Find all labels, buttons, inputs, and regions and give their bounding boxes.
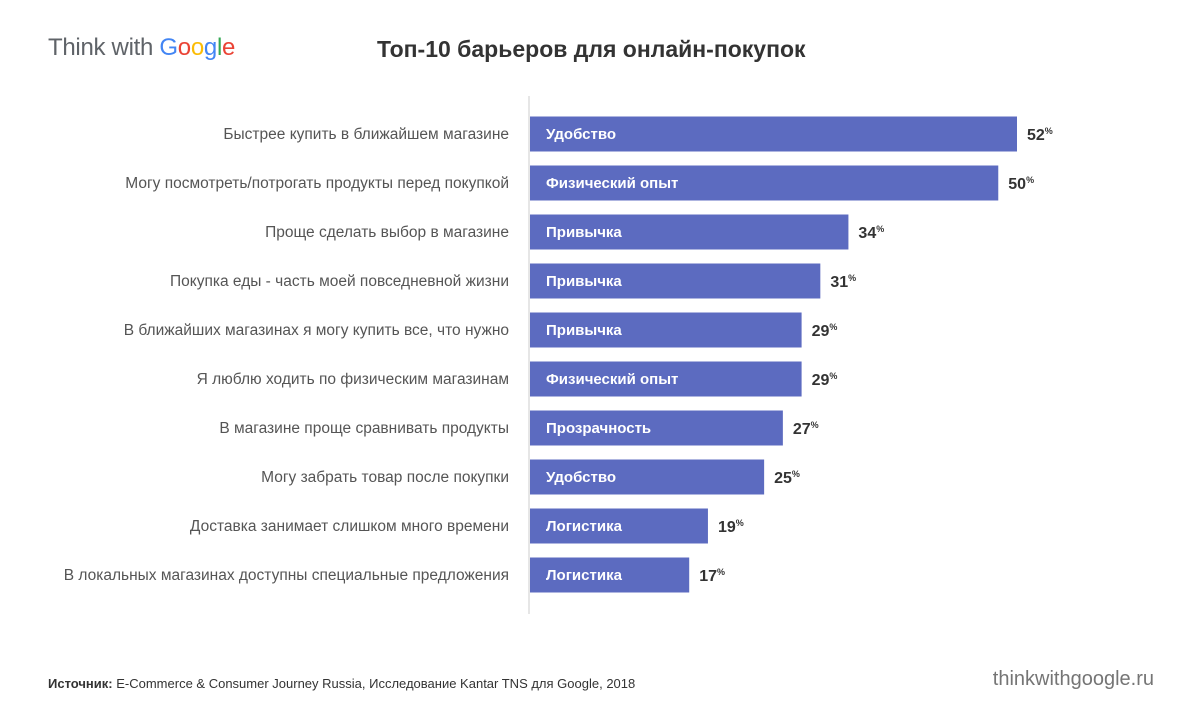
value-suffix: %	[829, 371, 837, 381]
category-label: В ближайших магазинах я могу купить все,…	[124, 322, 509, 339]
bar-label: Прозрачность	[546, 420, 651, 437]
bar	[530, 459, 765, 495]
category-label: Проще сделать выбор в магазине	[265, 224, 509, 241]
category-label: Быстрее купить в ближайшем магазине	[223, 126, 509, 143]
value-number: 27	[793, 421, 811, 438]
value-label: 52%	[1027, 126, 1053, 144]
logo-think-with: Think with	[48, 34, 154, 61]
category-label: Я люблю ходить по физическим магазинам	[197, 371, 509, 388]
chart-title: Топ-10 барьеров для онлайн-покупок	[377, 36, 806, 62]
value-suffix: %	[829, 322, 837, 332]
value-suffix: %	[811, 420, 819, 430]
value-number: 31	[830, 274, 848, 291]
value-label: 25%	[774, 469, 800, 487]
category-label: Покупка еды - часть моей повседневной жи…	[170, 273, 509, 290]
value-label: 19%	[718, 518, 744, 536]
bar	[530, 410, 783, 446]
bar-label: Логистика	[546, 518, 623, 535]
value-number: 29	[812, 372, 830, 389]
value-suffix: %	[1026, 175, 1034, 185]
value-suffix: %	[717, 567, 725, 577]
source-text: E-Commerce & Consumer Journey Russia, Ис…	[112, 676, 636, 691]
logo-google: Google	[159, 34, 236, 61]
bar	[530, 508, 708, 544]
site-link[interactable]: thinkwithgoogle.ru	[992, 668, 1154, 690]
value-number: 19	[718, 519, 736, 536]
source-label: Источник:	[48, 676, 113, 691]
bar-label: Привычка	[546, 224, 622, 241]
value-suffix: %	[736, 518, 744, 528]
value-suffix: %	[848, 273, 856, 283]
value-label: 34%	[858, 224, 884, 242]
bar-label: Физический опыт	[546, 371, 678, 388]
bar-label: Привычка	[546, 322, 622, 339]
bar-label: Привычка	[546, 273, 622, 290]
value-number: 25	[774, 470, 792, 487]
bar	[530, 312, 802, 348]
category-label: В магазине проще сравнивать продукты	[219, 420, 509, 437]
value-suffix: %	[876, 224, 884, 234]
value-number: 34	[858, 225, 876, 242]
value-suffix: %	[792, 469, 800, 479]
bar-label: Логистика	[546, 567, 623, 584]
value-number: 50	[1008, 176, 1026, 193]
bar	[530, 361, 802, 397]
value-label: 27%	[793, 420, 819, 438]
bar	[530, 165, 999, 201]
value-label: 29%	[812, 371, 838, 389]
value-suffix: %	[1045, 126, 1053, 136]
bar	[530, 214, 849, 250]
value-label: 29%	[812, 322, 838, 340]
value-label: 17%	[699, 567, 725, 585]
bar	[530, 116, 1017, 152]
think-with-google-logo: Think with Google	[48, 34, 235, 62]
value-number: 29	[812, 323, 830, 340]
value-label: 31%	[830, 273, 856, 291]
value-number: 52	[1027, 127, 1045, 144]
bar-label: Удобство	[546, 469, 616, 486]
value-number: 17	[699, 568, 717, 585]
source-note: Источник: E-Commerce & Consumer Journey …	[48, 676, 635, 691]
category-label: В локальных магазинах доступны специальн…	[64, 567, 509, 584]
category-label: Могу посмотреть/потрогать продукты перед…	[125, 175, 509, 192]
bar-label: Удобство	[546, 126, 616, 143]
bar-label: Физический опыт	[546, 175, 678, 192]
bar	[530, 557, 690, 593]
category-label: Могу забрать товар после покупки	[261, 469, 509, 486]
category-label: Доставка занимает слишком много времени	[190, 518, 509, 535]
value-label: 50%	[1008, 175, 1034, 193]
bar	[530, 263, 821, 299]
